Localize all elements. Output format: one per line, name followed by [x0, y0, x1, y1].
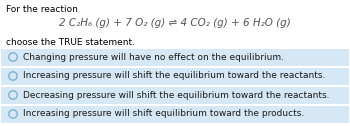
Text: choose the TRUE statement.: choose the TRUE statement. — [6, 38, 135, 47]
Text: For the reaction: For the reaction — [6, 5, 78, 14]
Text: Changing pressure will have no effect on the equilibrium.: Changing pressure will have no effect on… — [23, 53, 284, 61]
Text: 2 C₂H₆ (g) + 7 O₂ (g) ⇌ 4 CO₂ (g) + 6 H₂O (g): 2 C₂H₆ (g) + 7 O₂ (g) ⇌ 4 CO₂ (g) + 6 H₂… — [59, 18, 291, 28]
FancyBboxPatch shape — [1, 87, 349, 103]
FancyBboxPatch shape — [1, 49, 349, 66]
FancyBboxPatch shape — [1, 68, 349, 85]
Text: Increasing pressure will shift the equilibrium toward the reactants.: Increasing pressure will shift the equil… — [23, 71, 326, 81]
FancyBboxPatch shape — [1, 105, 349, 122]
Text: Increasing pressure will shift equilibrium toward the products.: Increasing pressure will shift equilibri… — [23, 109, 304, 118]
Text: Decreasing pressure will shift the equilibrium toward the reactants.: Decreasing pressure will shift the equil… — [23, 90, 329, 100]
